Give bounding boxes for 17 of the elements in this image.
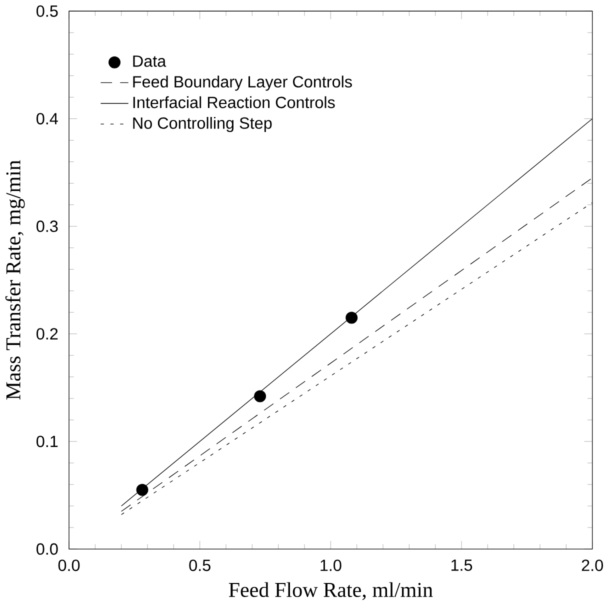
x-tick-label: 0.5: [189, 559, 210, 571]
y-tick-label: 0.4: [36, 112, 58, 124]
x-tick-label: 2.0: [582, 559, 603, 571]
y-tick-label: 0.1: [36, 435, 58, 447]
legend-label: No Controlling Step: [133, 116, 272, 132]
y-tick-label: 0.2: [36, 328, 58, 340]
x-axis-title: Feed Flow Rate, ml/min: [228, 582, 433, 600]
x-tick-label: 0.0: [58, 559, 80, 571]
x-tick-label: 1.5: [451, 559, 472, 571]
y-tick-label: 0.3: [36, 220, 58, 232]
legend-label: Feed Boundary Layer Controls: [133, 75, 352, 91]
x-tick-label: 1.0: [320, 559, 342, 571]
legend-label: Data: [133, 55, 166, 67]
y-tick-label: 0.5: [36, 5, 58, 17]
y-axis-title: Mass Transfer Rate, mg/min: [5, 160, 25, 400]
y-tick-label: 0.0: [36, 543, 58, 555]
legend-label: Interfacial Reaction Controls: [133, 96, 335, 108]
